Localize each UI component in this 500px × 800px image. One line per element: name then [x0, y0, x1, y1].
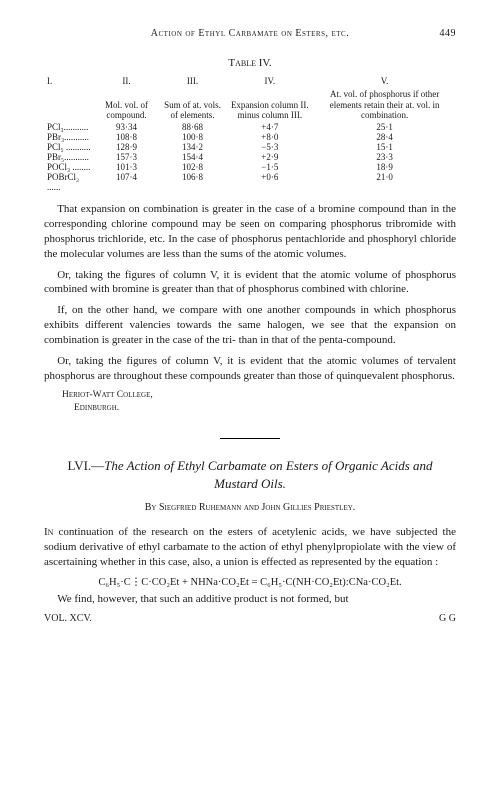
- cell-compound: POBrCl₂ ......: [44, 172, 94, 192]
- th-label-4: Expansion column II. minus column III.: [226, 88, 313, 122]
- para-2: Or, taking the figures of column V, it i…: [44, 268, 456, 298]
- th-label-3: Sum of at. vols. of elements.: [159, 88, 227, 122]
- cell-compound: POCl₃ ........: [44, 162, 94, 172]
- cell-compound: PBr₅...........: [44, 152, 94, 162]
- cell-atvol: 23·3: [313, 152, 456, 162]
- article-title: LVI.—The Action of Ethyl Carbamate on Es…: [52, 457, 448, 492]
- article-para-2: We find, however, that such an additive …: [44, 592, 456, 607]
- cell-expansion: +0·6: [226, 172, 313, 192]
- article-title-text: The Action of Ethyl Carbamate on Esters …: [104, 458, 432, 491]
- cell-atvol: 25·1: [313, 122, 456, 132]
- table-iv: I. II. III. IV. V. Mol. vol. of compound…: [44, 75, 456, 192]
- article-number: LVI.—: [67, 458, 104, 473]
- cell-atvol: 18·9: [313, 162, 456, 172]
- cell-molvol: 107·4: [94, 172, 158, 192]
- affil-line-2: Edinburgh.: [74, 402, 456, 414]
- affil-line-1: Heriot-Watt College,: [62, 389, 456, 401]
- page-number: 449: [440, 28, 457, 39]
- running-head-text: Action of Ethyl Carbamate on Esters, etc…: [151, 28, 349, 39]
- page-footer: VOL. XCV. G G: [44, 613, 456, 624]
- cell-molvol: 128·9: [94, 142, 158, 152]
- cell-expansion: −5·3: [226, 142, 313, 152]
- para-3: If, on the other hand, we compare with o…: [44, 303, 456, 348]
- article-para-1: In continuation of the research on the e…: [44, 525, 456, 570]
- cell-expansion: −1·5: [226, 162, 313, 172]
- table-header-labels: Mol. vol. of compound. Sum of at. vols. …: [44, 88, 456, 122]
- cell-sumvol: 100·8: [159, 132, 227, 142]
- th-label-2: Mol. vol. of compound.: [94, 88, 158, 122]
- cell-sumvol: 88·68: [159, 122, 227, 132]
- cell-compound: PCl₅ ...........: [44, 142, 94, 152]
- th-label-5: At. vol. of phosphorus if other elements…: [313, 88, 456, 122]
- footer-left: VOL. XCV.: [44, 613, 92, 624]
- th-label-1: [44, 88, 94, 122]
- page-container: Action of Ethyl Carbamate on Esters, etc…: [0, 0, 500, 644]
- cell-expansion: +4·7: [226, 122, 313, 132]
- th-roman-1: I.: [44, 75, 94, 88]
- para-1: That expansion on combination is greater…: [44, 202, 456, 261]
- cell-molvol: 93·34: [94, 122, 158, 132]
- cell-atvol: 15·1: [313, 142, 456, 152]
- para-4: Or, taking the figures of column V, it i…: [44, 354, 456, 384]
- th-roman-4: IV.: [226, 75, 313, 88]
- cell-compound: PBr₃...........: [44, 132, 94, 142]
- cell-molvol: 157·3: [94, 152, 158, 162]
- footer-right: G G: [439, 613, 456, 624]
- table-row: POBrCl₂ ...... 107·4 106·8 +0·6 21·0: [44, 172, 456, 192]
- table-title: Table IV.: [44, 57, 456, 69]
- th-roman-3: III.: [159, 75, 227, 88]
- table-row: PCl₅ ........... 128·9 134·2 −5·3 15·1: [44, 142, 456, 152]
- cell-atvol: 21·0: [313, 172, 456, 192]
- th-roman-5: V.: [313, 75, 456, 88]
- equation: C₆H₅·C⋮C·CO₂Et + NHNa·CO₂Et = C₆H₅·C(NH·…: [44, 576, 456, 588]
- running-head: Action of Ethyl Carbamate on Esters, etc…: [44, 28, 456, 39]
- para-rest: continuation of the research on the este…: [44, 526, 456, 568]
- cell-sumvol: 102·8: [159, 162, 227, 172]
- cell-molvol: 108·8: [94, 132, 158, 142]
- table-row: PBr₃........... 108·8 100·8 +8·0 28·4: [44, 132, 456, 142]
- cell-atvol: 28·4: [313, 132, 456, 142]
- table-row: PCl₃........... 93·34 88·68 +4·7 25·1: [44, 122, 456, 132]
- cell-sumvol: 134·2: [159, 142, 227, 152]
- table-header-roman: I. II. III. IV. V.: [44, 75, 456, 88]
- table-row: POCl₃ ........ 101·3 102·8 −1·5 18·9: [44, 162, 456, 172]
- cell-expansion: +2·9: [226, 152, 313, 162]
- th-roman-2: II.: [94, 75, 158, 88]
- cell-sumvol: 154·4: [159, 152, 227, 162]
- table-row: PBr₅........... 157·3 154·4 +2·9 23·3: [44, 152, 456, 162]
- cell-sumvol: 106·8: [159, 172, 227, 192]
- separator-rule: [220, 438, 280, 439]
- affiliation: Heriot-Watt College, Edinburgh.: [62, 389, 456, 414]
- cell-compound: PCl₃...........: [44, 122, 94, 132]
- byline: By Siegfried Ruhemann and John Gillies P…: [44, 502, 456, 513]
- cell-molvol: 101·3: [94, 162, 158, 172]
- cell-expansion: +8·0: [226, 132, 313, 142]
